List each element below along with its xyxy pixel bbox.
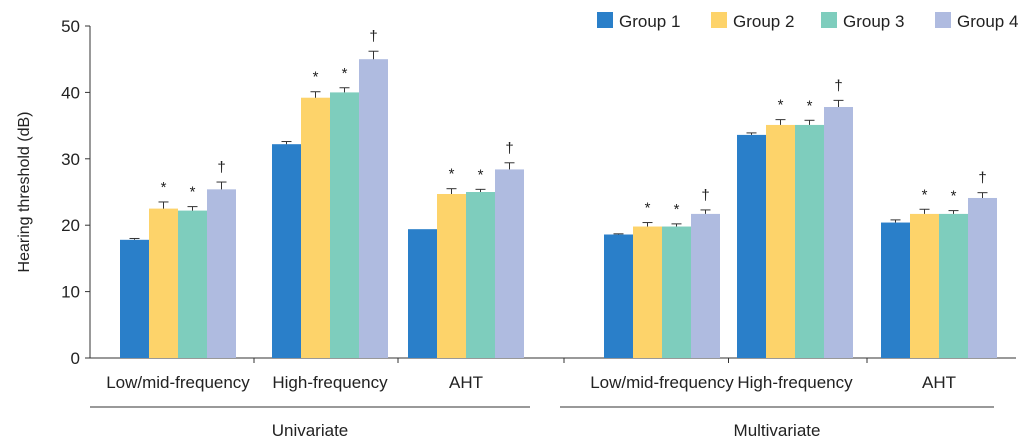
axes: 0 10 20 30 40 50	[61, 17, 1016, 368]
bar	[408, 229, 437, 358]
category-label: Low/mid-frequency	[590, 373, 734, 392]
bar	[207, 189, 236, 358]
category-label: Low/mid-frequency	[106, 373, 250, 392]
legend-entry: Group 3	[843, 12, 904, 31]
bar	[495, 169, 524, 358]
category-labels: Low/mid-frequency High-frequency AHT Low/mi…	[90, 373, 994, 440]
bar	[330, 92, 359, 359]
legend-swatch	[597, 12, 613, 28]
significance-marker: †	[701, 187, 709, 204]
legend-entry: Group 2	[733, 12, 794, 31]
bar	[939, 213, 968, 358]
y-tick-label: 20	[61, 216, 80, 235]
bar	[466, 192, 495, 358]
bar	[795, 124, 824, 358]
legend-swatch	[711, 12, 727, 28]
bar	[910, 213, 939, 358]
significance-marker: †	[834, 77, 842, 94]
significance-marker: *	[313, 69, 319, 86]
bar	[301, 97, 330, 358]
bar	[968, 197, 997, 358]
bar	[437, 193, 466, 358]
significance-marker: *	[161, 179, 167, 196]
legend: Group 1 Group 2 Group 3 Group 4	[597, 12, 1018, 31]
y-axis-label: Hearing threshold (dB)	[16, 112, 33, 273]
group-label: Univariate	[272, 421, 349, 440]
y-tick-label: 30	[61, 150, 80, 169]
significance-marker: *	[922, 186, 928, 203]
significance-marker: †	[505, 140, 513, 157]
bar	[691, 213, 720, 358]
significance-marker: †	[978, 170, 986, 187]
significance-marker: *	[190, 184, 196, 201]
significance-marker: *	[951, 188, 957, 205]
bar	[149, 208, 178, 358]
significance-marker: *	[478, 166, 484, 183]
category-label: AHT	[449, 373, 483, 392]
significance-marker: †	[369, 28, 377, 45]
bar	[662, 226, 691, 358]
bar	[120, 239, 149, 358]
significance-marker: *	[342, 65, 348, 82]
significance-marker: *	[807, 97, 813, 114]
category-label: AHT	[922, 373, 956, 392]
y-tick-label: 10	[61, 283, 80, 302]
bar	[633, 226, 662, 358]
category-label: High-frequency	[737, 373, 853, 392]
legend-swatch	[821, 12, 837, 28]
legend-entry: Group 4	[957, 12, 1018, 31]
y-tick-label: 50	[61, 17, 80, 36]
bar	[178, 210, 207, 358]
y-tick-label: 40	[61, 83, 80, 102]
significance-marker: *	[778, 97, 784, 114]
legend-swatch	[935, 12, 951, 28]
bar	[359, 59, 388, 358]
bar	[881, 222, 910, 358]
bar	[824, 107, 853, 359]
bar	[604, 234, 633, 358]
significance-marker: *	[449, 166, 455, 183]
significance-marker: *	[645, 200, 651, 217]
y-tick-label: 0	[71, 349, 80, 368]
group-label: Multivariate	[734, 421, 821, 440]
significance-marker: †	[217, 159, 225, 176]
legend-entry: Group 1	[619, 12, 680, 31]
bar	[272, 144, 301, 358]
bar	[766, 124, 795, 358]
significance-marker: *	[674, 201, 680, 218]
bar	[737, 134, 766, 358]
bars: * * † * * † * * † * * † * * † * * †	[120, 28, 997, 359]
category-label: High-frequency	[272, 373, 388, 392]
